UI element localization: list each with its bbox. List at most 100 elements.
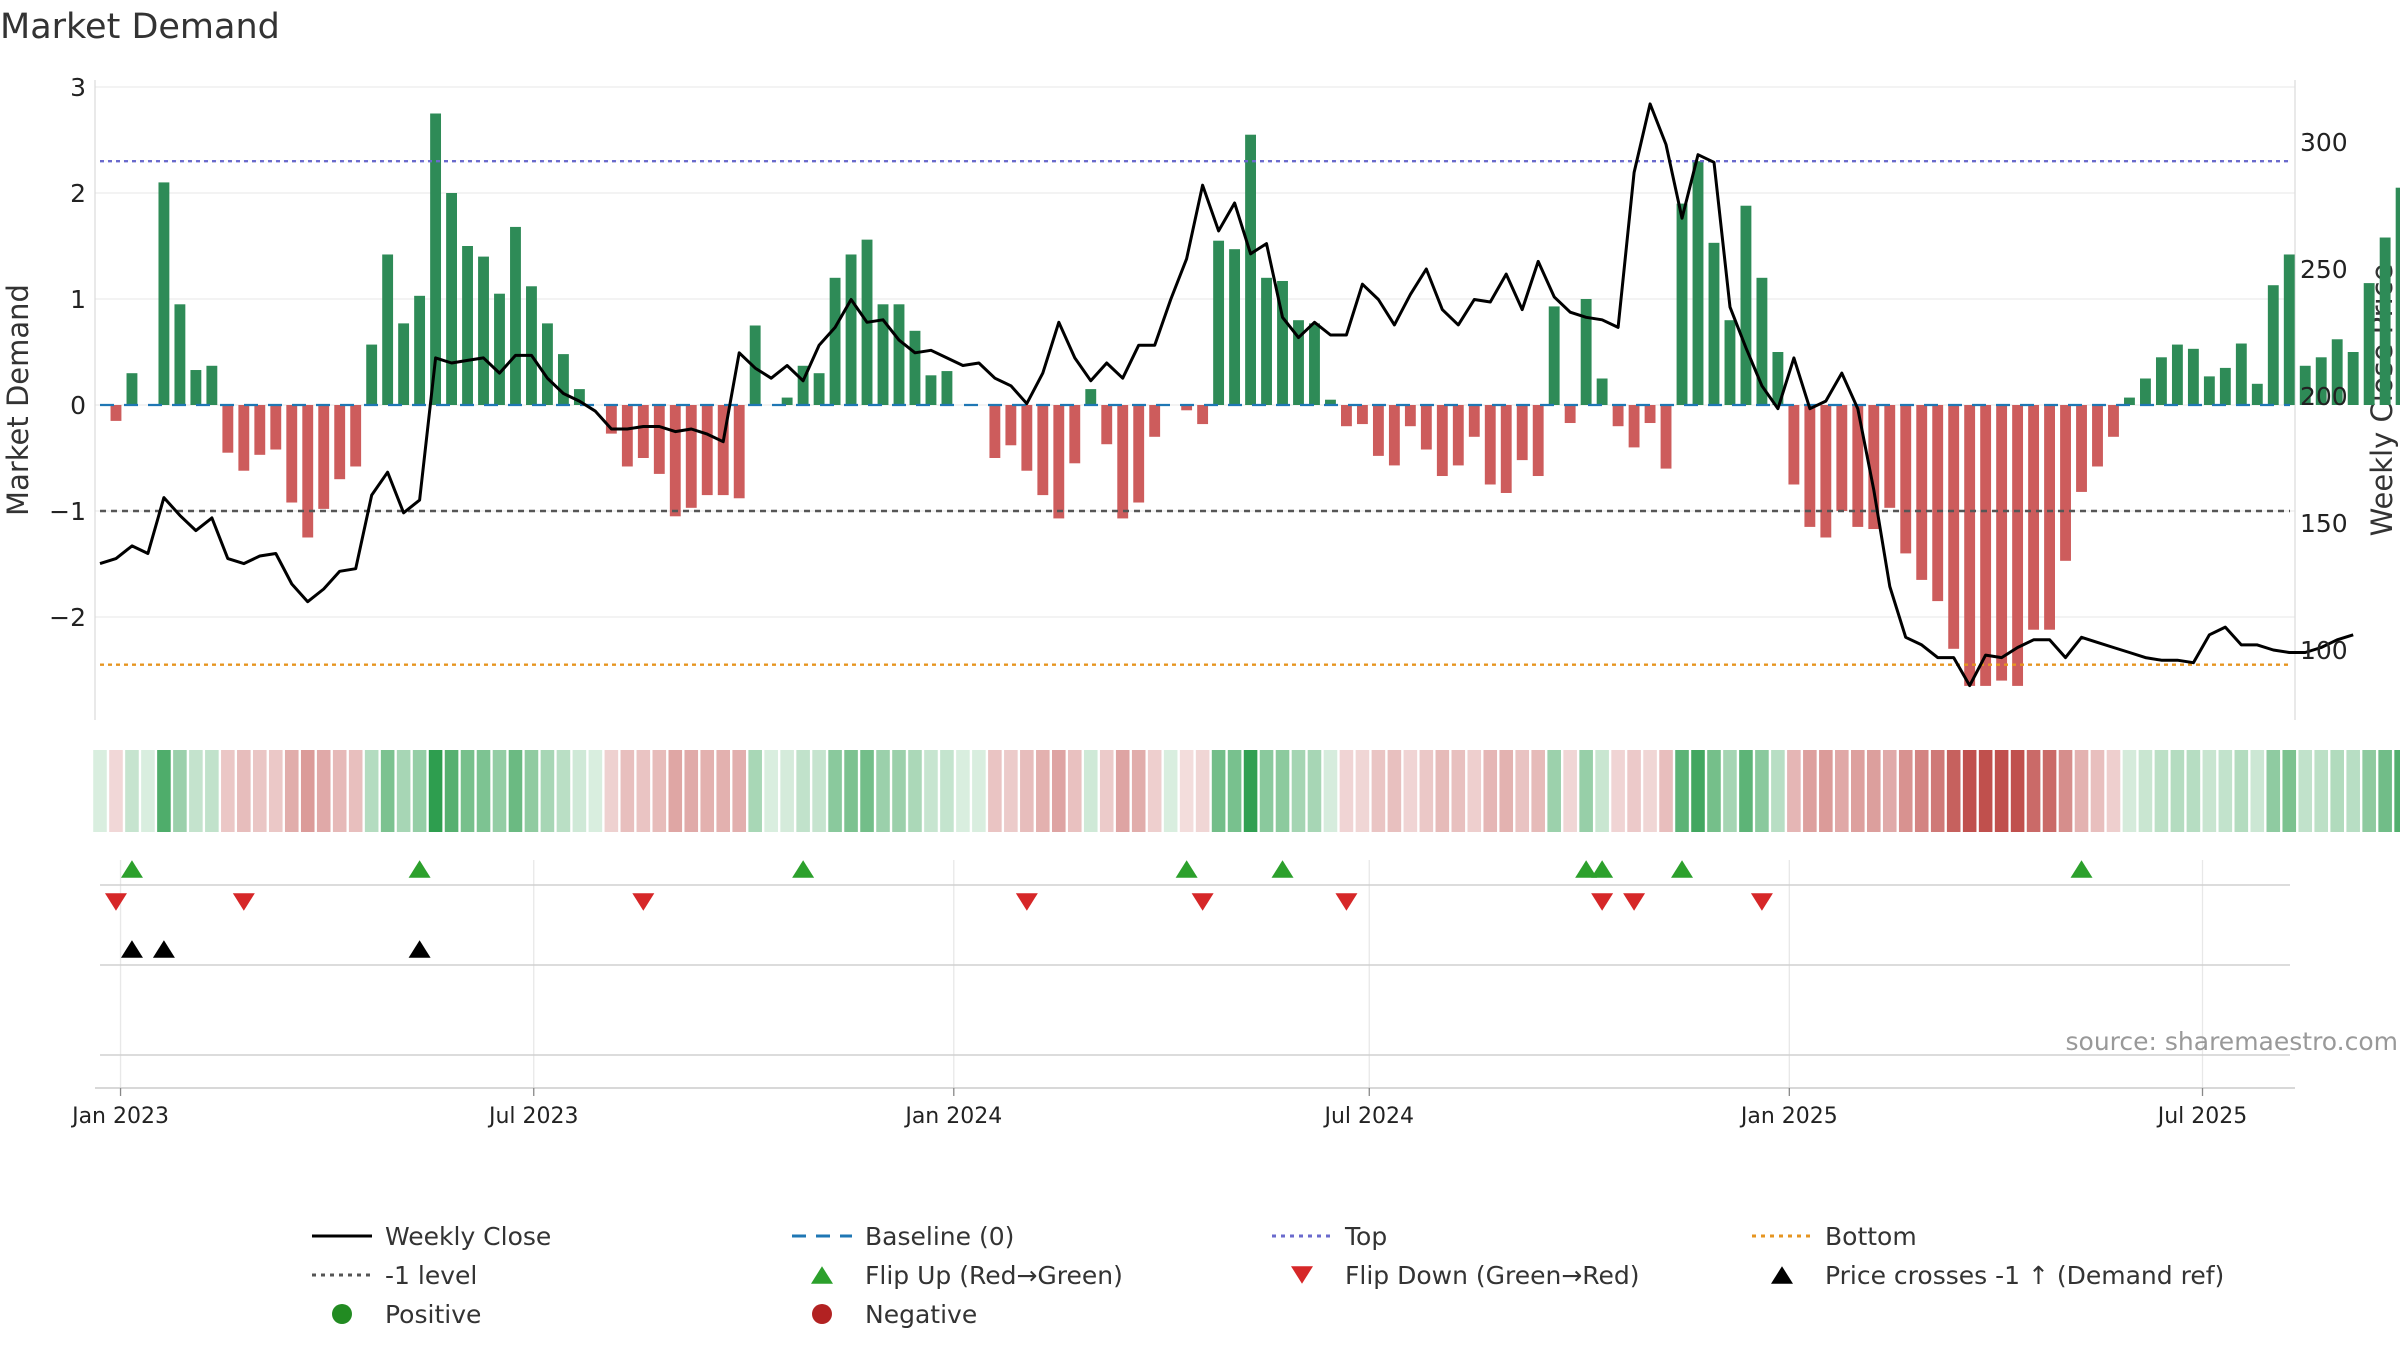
flip-down-marker — [104, 893, 127, 911]
demand-bar — [2092, 405, 2103, 467]
demand-bar — [126, 373, 138, 405]
heat-cell — [524, 750, 539, 832]
heat-cell — [604, 750, 619, 832]
heat-cell — [332, 750, 347, 832]
heat-cell — [93, 750, 107, 832]
demand-bar — [1804, 405, 1816, 527]
heat-cell — [732, 750, 746, 832]
heat-cell — [1403, 750, 1418, 832]
demand-bar — [1341, 405, 1352, 427]
demand-bar — [2331, 339, 2343, 405]
y-tick-label: 0 — [70, 391, 86, 420]
flip-up-marker — [1175, 860, 1198, 878]
heat-cell — [796, 750, 810, 832]
y2-tick-label: 300 — [2300, 128, 2348, 157]
heat-cell — [572, 750, 587, 832]
reference-lines — [100, 159, 2290, 666]
flip-up-marker — [1591, 860, 1614, 878]
flip-up-marker — [1271, 860, 1294, 878]
demand-bar — [1404, 405, 1416, 427]
x-tick-label: Jul 2023 — [487, 1104, 579, 1129]
heat-cell — [764, 750, 778, 832]
demand-bar — [2251, 383, 2263, 405]
heat-cell — [2362, 750, 2376, 832]
heat-cell — [364, 750, 379, 832]
demand-bar — [1948, 405, 1960, 649]
heat-cell — [2218, 750, 2233, 832]
heat-cell — [588, 750, 603, 832]
heat-cell — [1451, 750, 1466, 832]
heat-cell — [1147, 750, 1162, 832]
demand-bar — [1245, 134, 1256, 405]
heat-cell — [956, 750, 970, 832]
heat-cell — [2042, 750, 2057, 832]
demand-bar — [510, 226, 521, 405]
demand-bar — [1053, 405, 1065, 519]
heat-cell — [380, 750, 395, 832]
demand-bar — [2124, 397, 2135, 405]
demand-bar — [813, 373, 825, 405]
heat-cell — [716, 750, 731, 832]
heat-cell — [1835, 750, 1849, 832]
demand-bar — [1452, 405, 1464, 466]
demand-bar — [1612, 405, 1624, 427]
demand-bar — [1564, 405, 1576, 424]
demand-bar — [1037, 405, 1049, 496]
demand-bar — [2395, 187, 2400, 405]
demand-bar — [1676, 203, 1688, 405]
demand-bar — [1788, 405, 1800, 485]
demand-bar — [462, 246, 473, 405]
heat-cell — [652, 750, 667, 832]
demand-bar — [1101, 405, 1113, 445]
demand-bar — [2171, 344, 2183, 405]
heat-cell — [2234, 750, 2249, 832]
demand-bar — [717, 405, 729, 496]
y-tick-label: −2 — [49, 603, 86, 632]
demand-bar — [1500, 405, 1512, 493]
demand-bar — [1197, 405, 1209, 425]
flip-up-marker — [408, 860, 431, 878]
flip-down-marker — [232, 893, 255, 911]
heat-cell — [1531, 750, 1545, 832]
heat-cell — [1323, 750, 1338, 832]
demand-bar — [1532, 405, 1544, 477]
heat-cell — [1611, 750, 1625, 832]
demand-bar — [1596, 378, 1608, 405]
demand-bar — [621, 405, 633, 467]
heat-cell — [812, 750, 826, 832]
heat-cell — [1962, 750, 1977, 832]
heat-cell — [1131, 750, 1146, 832]
y-axis-label: Market Demand — [1, 284, 35, 516]
heat-cell — [2266, 750, 2281, 832]
heat-cell — [1083, 750, 1098, 832]
demand-bar — [430, 113, 442, 405]
demand-bar — [685, 405, 697, 508]
demand-bar — [1069, 405, 1081, 464]
demand-bar — [350, 405, 362, 467]
y-tick-label: −1 — [49, 497, 86, 526]
demand-bar — [2283, 254, 2295, 405]
demand-heat-strip — [93, 750, 2400, 832]
flip-down-marker — [632, 893, 655, 911]
heat-cell — [876, 750, 890, 832]
demand-bar — [1021, 405, 1033, 471]
demand-bar — [1916, 405, 1928, 580]
demand-bar — [1261, 277, 1272, 405]
demand-bar — [749, 325, 761, 405]
demand-bar — [1117, 405, 1129, 519]
demand-bar — [1484, 405, 1496, 485]
y2-tick-label: 250 — [2300, 255, 2348, 284]
heat-cell — [1355, 750, 1370, 832]
demand-bar — [1836, 405, 1848, 511]
heat-cell — [1866, 750, 1881, 832]
heat-cell — [988, 750, 1002, 832]
demand-bar — [2347, 352, 2359, 405]
heat-cell — [1195, 750, 1210, 832]
heat-cell — [972, 750, 986, 832]
demand-bar — [2235, 343, 2247, 405]
heat-cell — [1595, 750, 1609, 832]
legend: Weekly Close Baseline (0) Top Bottom -1 leve… — [312, 1222, 2224, 1329]
heat-cell — [1291, 750, 1306, 832]
heat-cell — [1275, 750, 1290, 832]
demand-bar — [1980, 405, 1992, 686]
